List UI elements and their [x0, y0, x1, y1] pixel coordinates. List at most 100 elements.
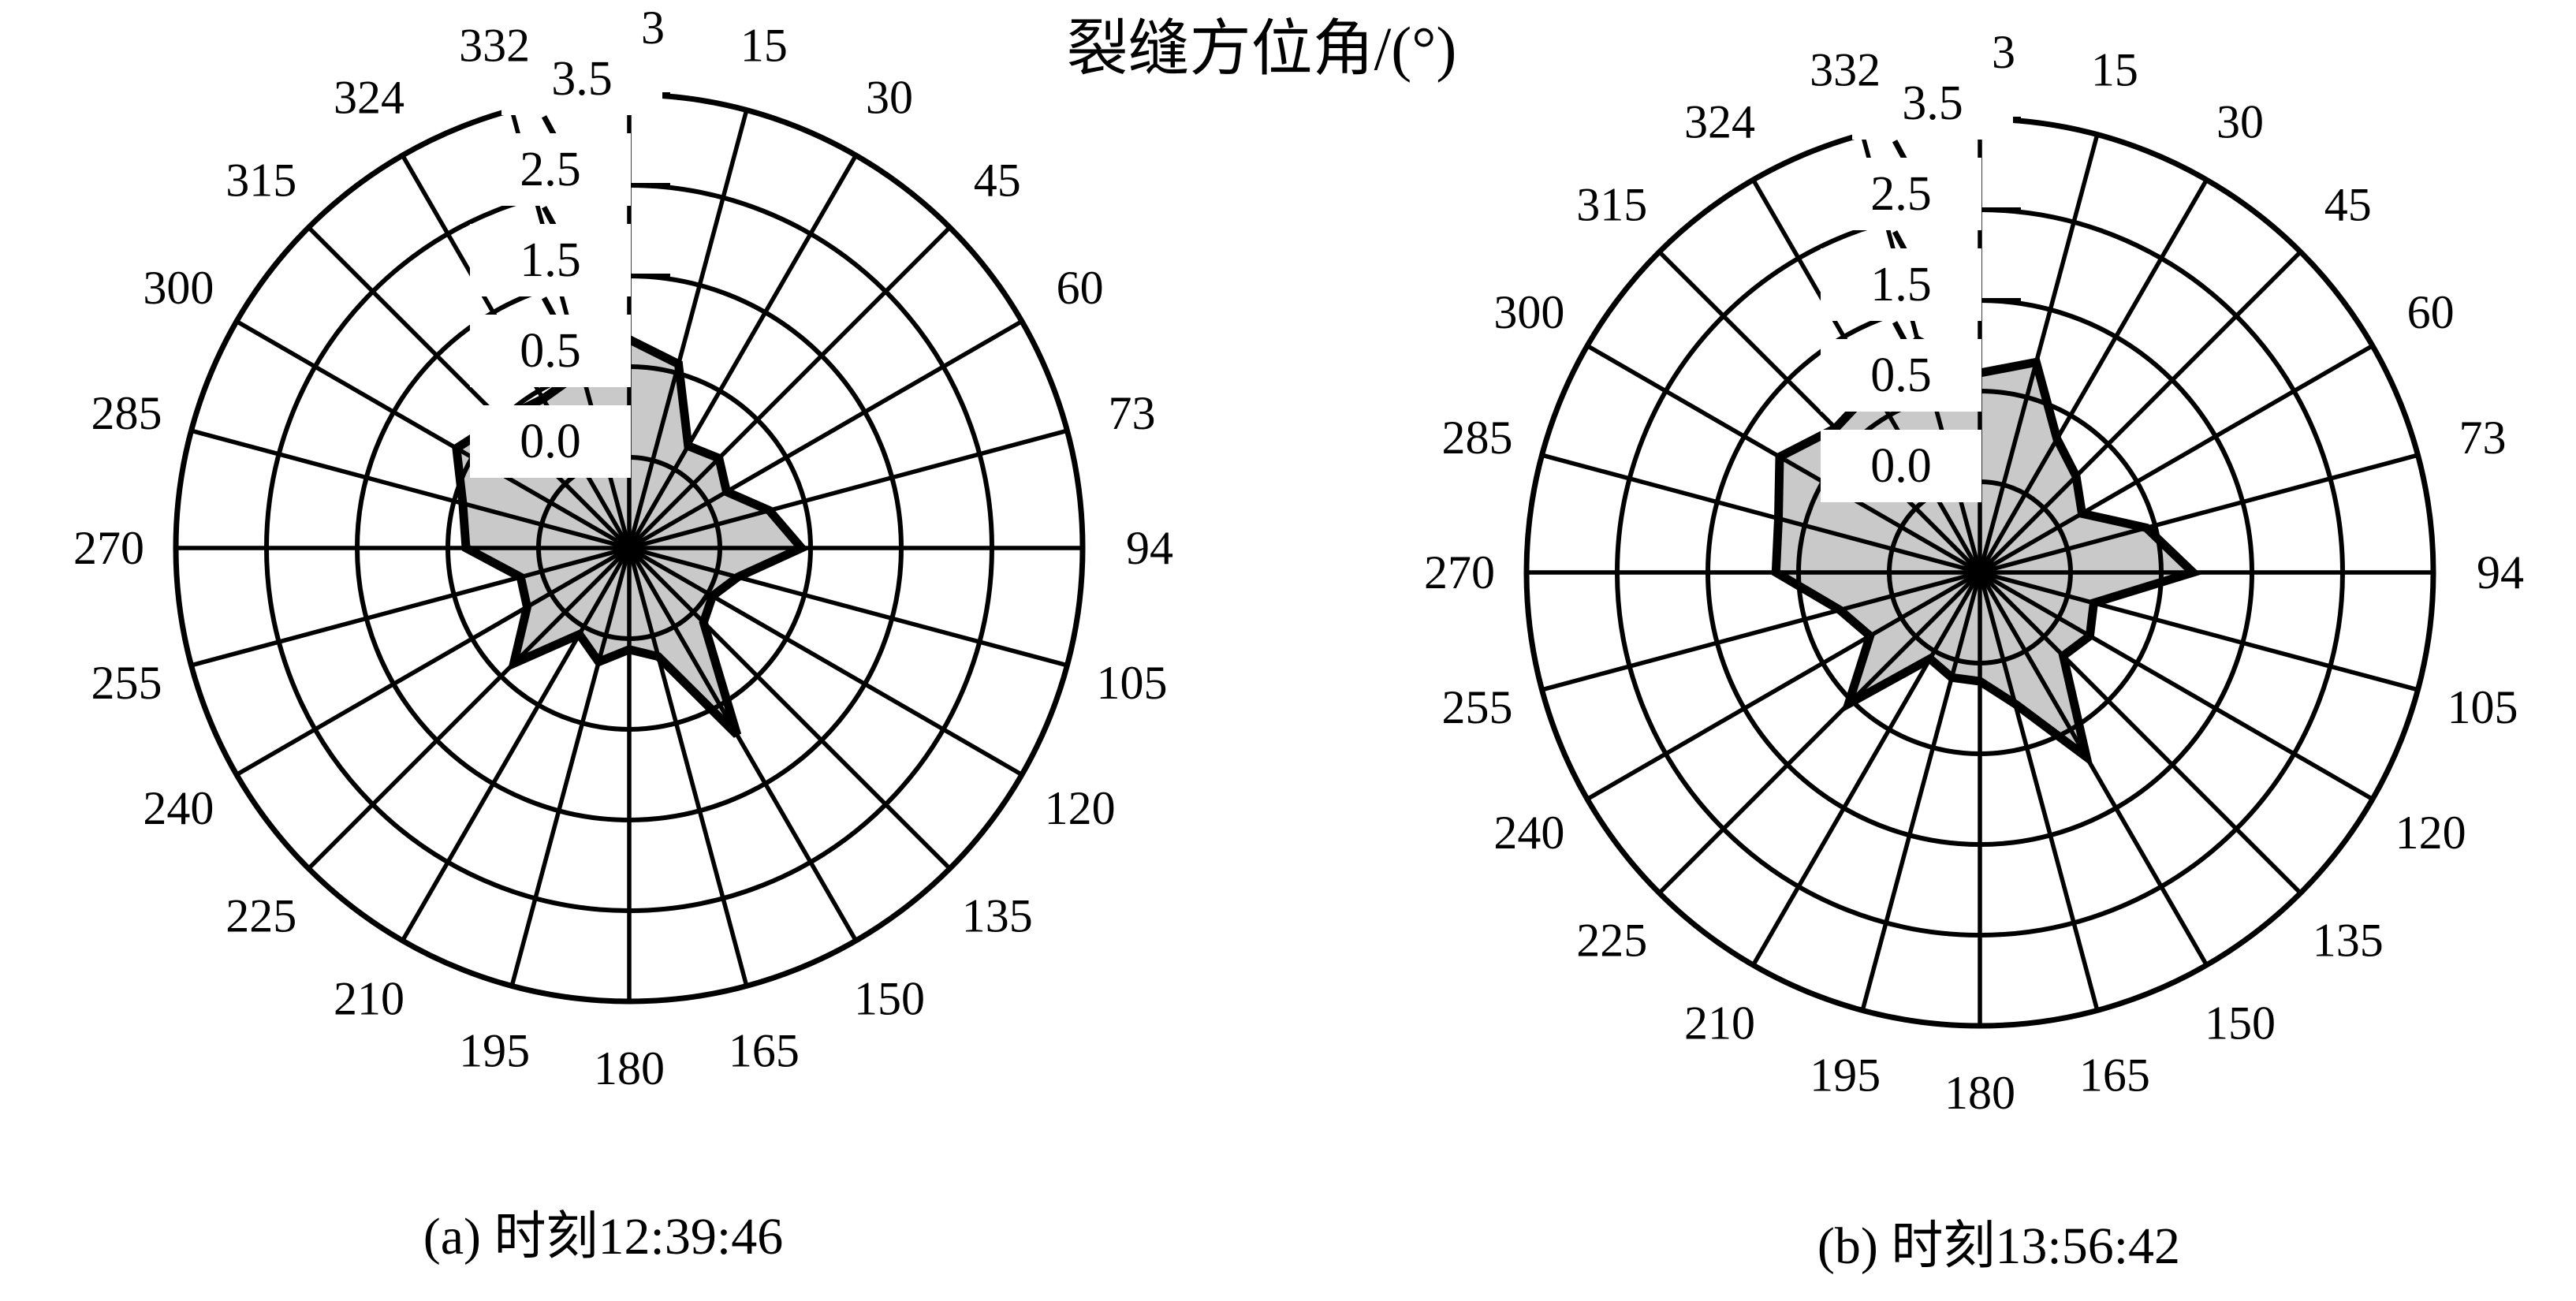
angle-label: 300 [143, 262, 214, 314]
rose-area-outline [1771, 334, 2201, 768]
angle-label: 240 [1493, 807, 1564, 859]
angle-label: 45 [2324, 178, 2372, 230]
caption-chart-a: (a) 时刻12:39:46 [423, 1208, 783, 1266]
angle-label: 3 [1992, 26, 2015, 78]
angle-label: 180 [1944, 1067, 2015, 1119]
angle-label: 285 [91, 387, 162, 439]
figure-title: 裂缝方位角/(°) [1067, 14, 1457, 83]
grid-spoke [307, 226, 631, 550]
angle-label: 300 [1493, 286, 1564, 338]
angle-label: 94 [2477, 546, 2524, 598]
angle-label: 195 [459, 1025, 530, 1077]
angle-label: 195 [1810, 1049, 1881, 1102]
grid-spoke [628, 319, 1023, 550]
angle-label: 255 [1441, 681, 1512, 733]
grid-spoke [1978, 571, 2302, 895]
grid-spoke [628, 226, 952, 550]
angle-label: 180 [594, 1042, 665, 1094]
grid-spoke [1978, 344, 2374, 575]
grid-spoke [1978, 133, 2100, 573]
radial-label-box [470, 133, 631, 206]
caption-chart-b: (b) 时刻13:56:42 [1817, 1217, 2180, 1275]
angle-label: 15 [2091, 43, 2138, 95]
radial-label-box [501, 43, 662, 115]
radial-tick-label: 2.5 [520, 143, 581, 196]
grid-spoke [190, 428, 630, 550]
grid-spoke [1978, 571, 2209, 967]
angle-label: 210 [1684, 997, 1755, 1049]
grid-spoke [1586, 570, 1981, 801]
angle-label: 120 [1045, 782, 1116, 834]
angle-label: 94 [1126, 522, 1173, 574]
polar-chart-a: 0.00.51.52.53.53 153045607394105120135150… [73, 2, 1173, 1094]
grid-spoke [1657, 571, 1981, 895]
grid-spoke [627, 154, 858, 550]
angle-label: 150 [854, 973, 925, 1025]
polar-chart-b: 0.00.51.52.53.53 153045607394105120135150… [1424, 26, 2524, 1119]
radial-tick-label: 3.5 [551, 52, 613, 106]
angle-label: 150 [2205, 997, 2276, 1049]
angle-label: 324 [1684, 95, 1755, 147]
angle-label: 270 [73, 522, 144, 574]
grid-spoke [1541, 570, 1981, 692]
angle-label: 315 [1576, 178, 1647, 230]
angle-label: 3 [641, 2, 665, 54]
angle-label: 30 [2216, 95, 2264, 147]
grid-spoke [1860, 572, 1982, 1012]
grid-spoke [627, 109, 749, 549]
grid-spoke [628, 428, 1068, 550]
angle-label: 15 [740, 19, 788, 71]
angle-label: 315 [226, 154, 296, 206]
grid-spoke [627, 547, 749, 987]
rose-area-outline [452, 334, 809, 738]
angle-label: 135 [2313, 915, 2384, 967]
grid-spoke [235, 319, 631, 550]
grid-spoke [1978, 250, 2302, 574]
grid-spoke [1751, 571, 1982, 967]
angle-label: 73 [2459, 412, 2507, 464]
angle-label: 165 [2079, 1049, 2150, 1102]
angle-label: 285 [1441, 412, 1512, 464]
radial-label-box [1821, 430, 1981, 502]
radial-label-box [1821, 248, 1981, 321]
radial-label-box [470, 405, 631, 478]
radial-label-box [470, 315, 631, 387]
radial-tick-label: 1.5 [520, 233, 581, 287]
grid-spoke [1978, 178, 2209, 574]
grid-spoke [1978, 572, 2100, 1012]
angle-label: 60 [2407, 286, 2455, 338]
angle-label: 135 [962, 890, 1033, 942]
angle-label: 105 [1097, 657, 1168, 709]
radial-tick-label: 0.5 [520, 324, 581, 378]
angle-label: 225 [1576, 915, 1647, 967]
radial-label-box [470, 224, 631, 296]
angle-label: 105 [2447, 681, 2518, 733]
grid-spoke [307, 546, 631, 870]
grid-spoke [1979, 570, 2419, 692]
radial-tick-label: 0.5 [1870, 349, 1932, 402]
angle-label: 332 [459, 19, 530, 71]
radial-label-box [1821, 158, 1981, 230]
angle-label: 324 [334, 71, 404, 123]
radial-label-box [1852, 67, 2013, 140]
radial-label-box [1821, 339, 1981, 412]
angle-label: 45 [974, 154, 1021, 206]
angle-label: 120 [2395, 807, 2466, 859]
angle-label: 240 [143, 782, 214, 834]
angle-label: 60 [1057, 262, 1104, 314]
grid-spoke [628, 546, 1023, 777]
radial-tick-label: 0.0 [1870, 439, 1932, 493]
grid-spoke [1541, 453, 1981, 575]
angle-label: 270 [1424, 546, 1495, 598]
angle-label: 73 [1109, 387, 1156, 439]
angle-label: 332 [1810, 43, 1881, 95]
radial-tick-label: 0.0 [520, 415, 581, 468]
angle-label: 255 [91, 657, 162, 709]
grid-spoke [628, 546, 1068, 668]
grid-spoke [401, 546, 632, 942]
radial-tick-label: 3.5 [1902, 76, 1963, 130]
grid-spoke [190, 546, 630, 668]
grid-spoke [235, 546, 631, 777]
grid-spoke [627, 546, 858, 942]
